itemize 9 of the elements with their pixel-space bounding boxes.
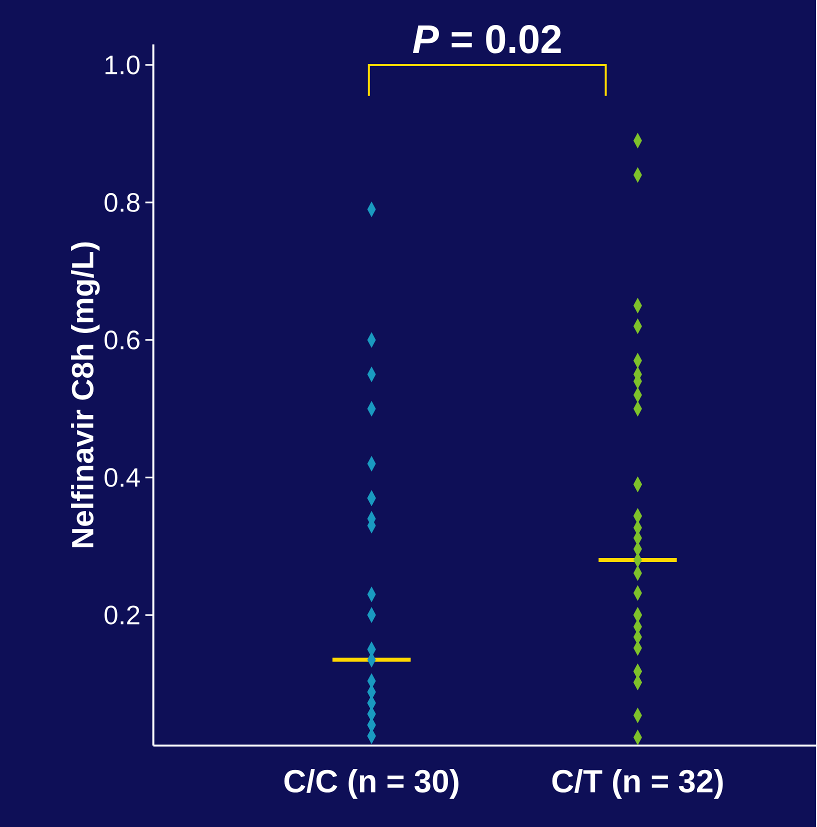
y-tick-label: 0.6	[104, 330, 140, 350]
x-tick-label: C/C (n = 30)	[284, 769, 458, 799]
x-tick-label: C/T (n = 32)	[552, 769, 723, 799]
y-tick-label: 0.4	[104, 468, 140, 487]
y-axis-title: Nelfinavir C8h (mg/L)	[71, 242, 100, 548]
y-tick-label: 0.2	[104, 606, 140, 624]
y-tick-label: 1.0	[106, 56, 140, 74]
y-tick-label: 0.8	[104, 193, 140, 212]
annotation: P = 0.02	[412, 25, 561, 54]
